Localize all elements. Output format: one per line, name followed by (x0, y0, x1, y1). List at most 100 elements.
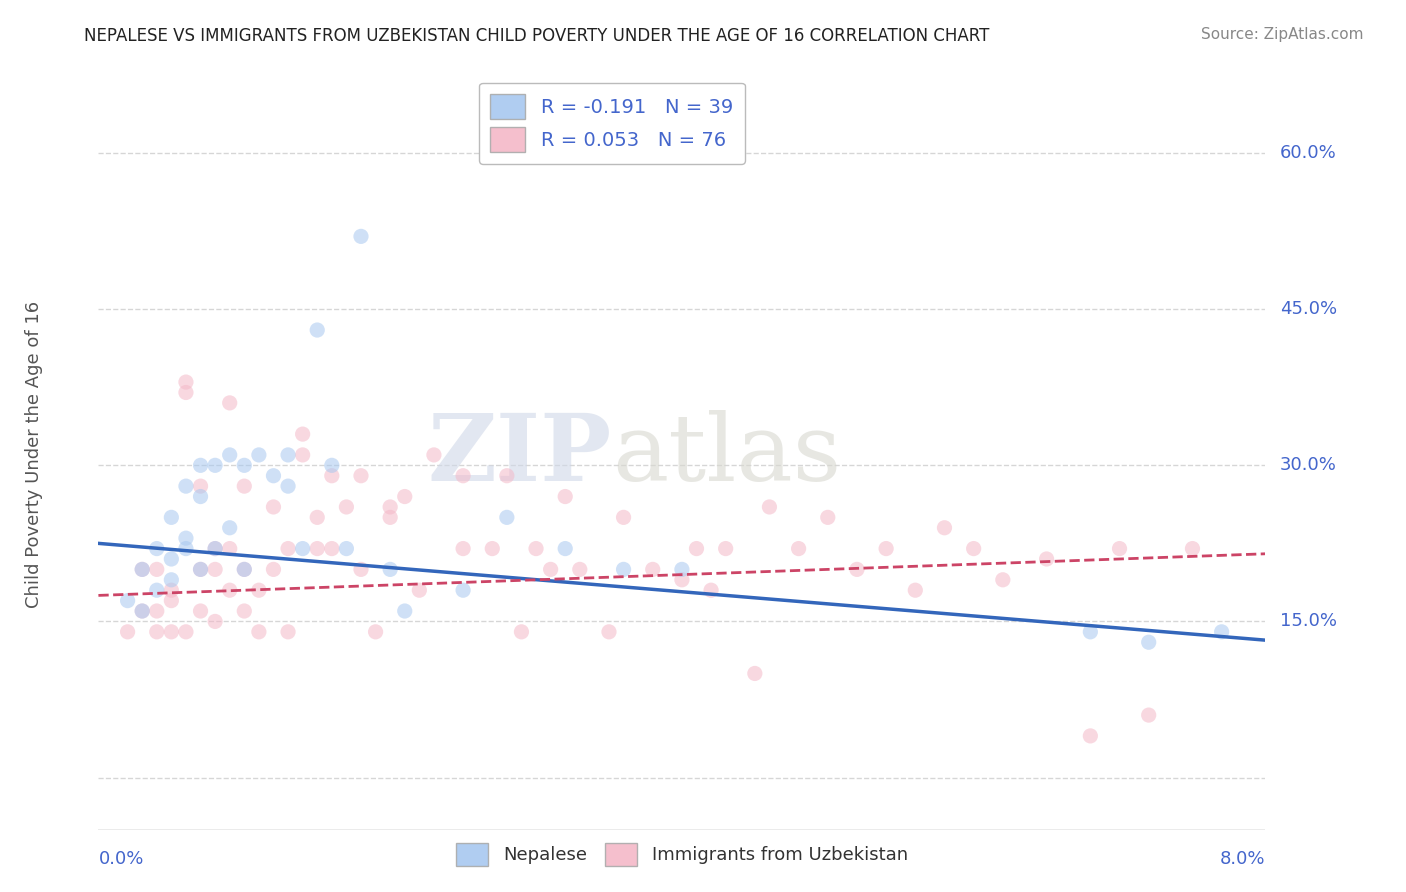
Point (204, 458, 226, 473)
Point (277, 479, 299, 493)
Point (218, 541, 240, 556)
Point (204, 562, 226, 576)
Point (1035, 552, 1057, 566)
Text: 30.0%: 30.0% (1279, 457, 1337, 475)
Text: 15.0%: 15.0% (1279, 613, 1337, 631)
Point (146, 562, 169, 576)
Point (291, 427, 314, 442)
Point (307, 323, 329, 337)
Point (394, 490, 416, 504)
Point (1080, 624, 1102, 639)
Point (146, 541, 169, 556)
Point (481, 541, 503, 556)
Point (612, 562, 634, 576)
Point (451, 541, 474, 556)
Point (233, 458, 256, 473)
Legend: Nepalese, Immigrants from Uzbekistan: Nepalese, Immigrants from Uzbekistan (449, 835, 915, 873)
Point (233, 479, 256, 493)
Point (277, 448, 299, 462)
Text: 0.0%: 0.0% (98, 850, 143, 869)
Point (554, 490, 576, 504)
Point (146, 583, 169, 598)
Point (1137, 708, 1160, 723)
Point (685, 541, 707, 556)
Point (233, 604, 256, 618)
Point (875, 541, 897, 556)
Point (218, 583, 240, 598)
Point (598, 624, 620, 639)
Point (247, 448, 270, 462)
Point (174, 541, 197, 556)
Point (758, 500, 780, 514)
Point (1108, 541, 1130, 556)
Point (117, 624, 139, 639)
Point (554, 541, 576, 556)
Point (291, 448, 314, 462)
Point (262, 468, 284, 483)
Point (307, 541, 329, 556)
Point (160, 583, 183, 598)
Point (1211, 624, 1233, 639)
Point (233, 562, 256, 576)
Point (451, 468, 474, 483)
Point (131, 604, 153, 618)
Point (218, 521, 240, 535)
Text: ZIP: ZIP (427, 410, 612, 500)
Point (451, 583, 474, 598)
Point (394, 604, 416, 618)
Point (671, 573, 693, 587)
Point (262, 562, 284, 576)
Point (845, 562, 868, 576)
Point (131, 562, 153, 576)
Point (190, 458, 212, 473)
Point (233, 562, 256, 576)
Point (350, 468, 373, 483)
Point (321, 468, 343, 483)
Point (160, 552, 183, 566)
Point (307, 510, 329, 524)
Point (380, 500, 402, 514)
Point (277, 624, 299, 639)
Point (146, 624, 169, 639)
Point (335, 541, 357, 556)
Point (146, 604, 169, 618)
Point (524, 541, 547, 556)
Point (160, 510, 183, 524)
Point (190, 479, 212, 493)
Point (160, 624, 183, 639)
Point (962, 541, 984, 556)
Point (190, 562, 212, 576)
Point (364, 624, 387, 639)
Point (1080, 729, 1102, 743)
Point (277, 541, 299, 556)
Text: 8.0%: 8.0% (1220, 850, 1265, 869)
Point (117, 593, 139, 607)
Point (174, 531, 197, 545)
Point (408, 583, 430, 598)
Point (714, 541, 737, 556)
Point (744, 666, 766, 681)
Point (612, 510, 634, 524)
Point (247, 624, 270, 639)
Point (934, 521, 956, 535)
Point (817, 510, 839, 524)
Point (160, 573, 183, 587)
Text: atlas: atlas (612, 410, 841, 500)
Point (131, 604, 153, 618)
Point (700, 583, 723, 598)
Point (380, 562, 402, 576)
Point (321, 541, 343, 556)
Text: 60.0%: 60.0% (1279, 145, 1337, 162)
Point (174, 375, 197, 389)
Point (787, 541, 810, 556)
Point (174, 479, 197, 493)
Text: Child Poverty Under the Age of 16: Child Poverty Under the Age of 16 (25, 301, 44, 608)
Point (496, 468, 519, 483)
Point (204, 541, 226, 556)
Point (291, 541, 314, 556)
Point (247, 583, 270, 598)
Point (350, 562, 373, 576)
Point (496, 510, 519, 524)
Point (174, 624, 197, 639)
Text: NEPALESE VS IMMIGRANTS FROM UZBEKISTAN CHILD POVERTY UNDER THE AGE OF 16 CORRELA: NEPALESE VS IMMIGRANTS FROM UZBEKISTAN C… (84, 27, 990, 45)
